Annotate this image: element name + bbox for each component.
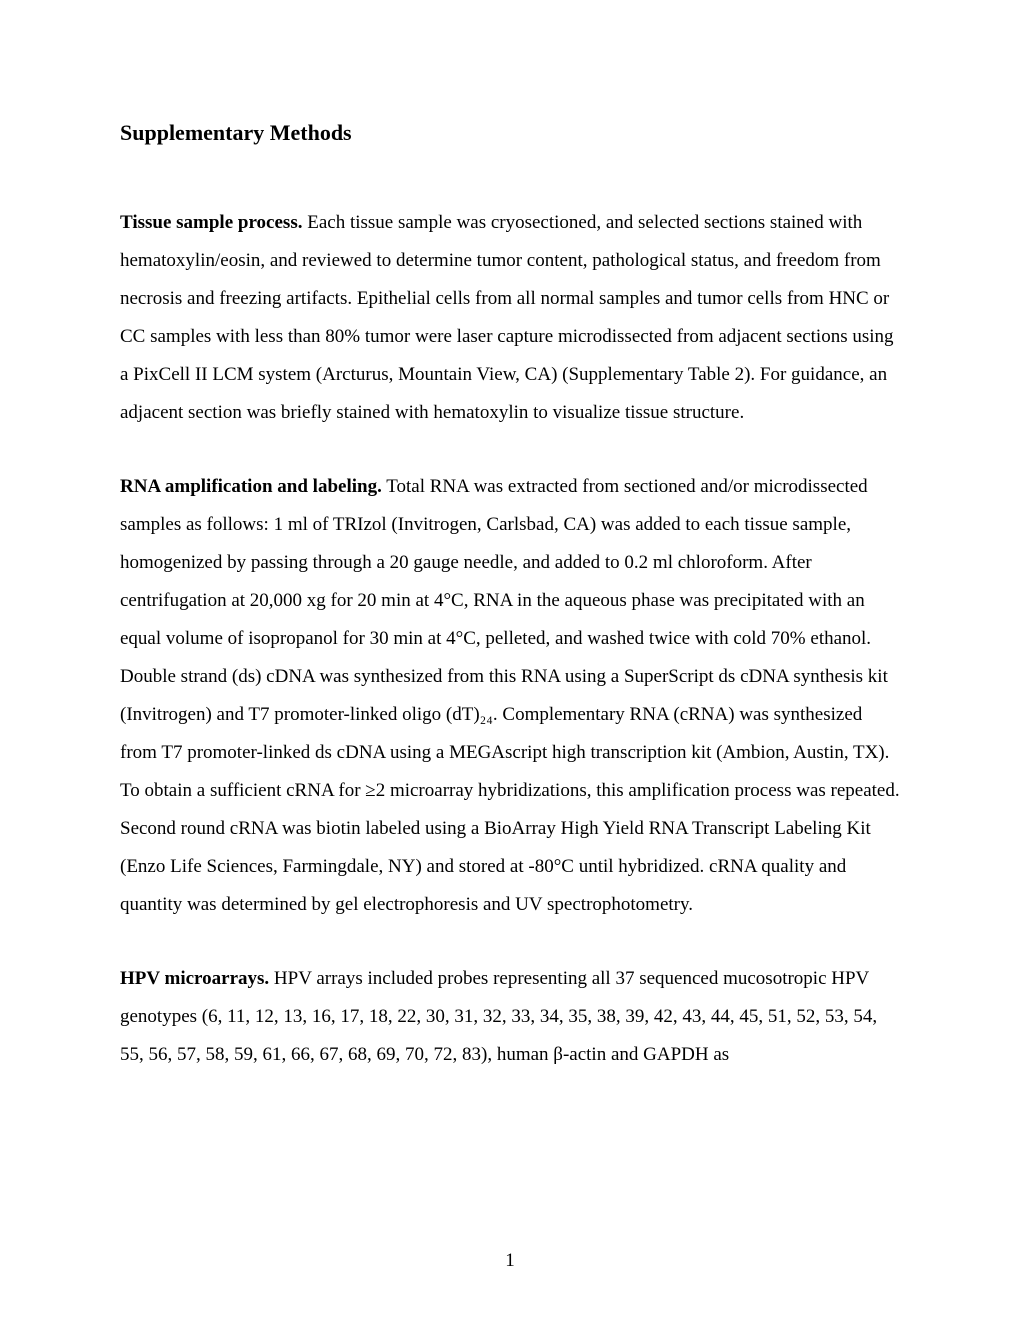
paragraph-hpv-microarrays: HPV microarrays. HPV arrays included pro… [120, 960, 900, 1074]
page: Supplementary Methods Tissue sample proc… [0, 0, 1020, 1320]
section-heading-hpv: HPV microarrays. [120, 968, 269, 989]
section-body-tissue: Each tissue sample was cryosectioned, an… [120, 212, 894, 423]
paragraph-tissue-sample: Tissue sample process. Each tissue sampl… [120, 204, 900, 432]
page-number: 1 [0, 1250, 1020, 1272]
section-body-rna: Total RNA was extracted from sectioned a… [120, 476, 900, 915]
paragraph-rna-amplification: RNA amplification and labeling. Total RN… [120, 468, 900, 924]
section-heading-rna: RNA amplification and labeling. [120, 476, 382, 497]
page-title: Supplementary Methods [120, 120, 900, 146]
section-heading-tissue: Tissue sample process. [120, 212, 302, 233]
